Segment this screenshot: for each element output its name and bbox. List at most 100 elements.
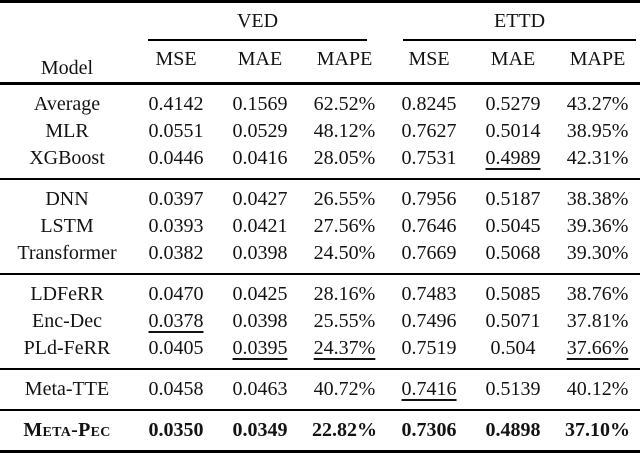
- cell-ved-mae: 0.0416: [232, 147, 288, 169]
- table-row: Meta-Pec 0.0350 0.0349 22.82% 0.7306 0.4…: [0, 410, 640, 452]
- cell-ved-mae: 0.0427: [232, 188, 288, 210]
- cell-ved-mse: 0.0397: [148, 188, 204, 210]
- cell-ved-mae: 0.0421: [232, 215, 288, 237]
- group-label-ved: VED: [148, 10, 368, 41]
- column-group-ettd: ETTD: [387, 2, 640, 41]
- column-header-ettd-mape: MAPE: [569, 48, 626, 70]
- cell-ved-mse: 0.0446: [148, 147, 204, 169]
- cell-ettd-mse: 0.7669: [401, 242, 457, 264]
- cell-ved-mape: 48.12%: [313, 120, 376, 142]
- group-label-ettd: ETTD: [403, 10, 637, 41]
- cell-model: Transformer: [17, 242, 117, 264]
- cell-ved-mape: 22.82%: [312, 419, 377, 441]
- table-row: LSTM 0.0393 0.0421 27.56% 0.7646 0.5045 …: [0, 213, 640, 240]
- table-row: Average 0.4142 0.1569 62.52% 0.8245 0.52…: [0, 84, 640, 119]
- cell-ettd-mse: 0.7416: [401, 378, 457, 400]
- cell-ved-mape: 27.56%: [313, 215, 376, 237]
- cell-ettd-mae: 0.5045: [485, 215, 541, 237]
- cell-model: LSTM: [40, 215, 94, 237]
- cell-ettd-mae: 0.5085: [485, 283, 541, 305]
- cell-model: PLd-FeRR: [23, 337, 111, 359]
- cell-ettd-mae: 0.4989: [485, 147, 541, 169]
- cell-ettd-mae: 0.5187: [485, 188, 541, 210]
- cell-model: Enc-Dec: [32, 310, 102, 332]
- cell-ettd-mape: 37.66%: [566, 337, 629, 359]
- cell-ettd-mape: 38.76%: [566, 283, 629, 305]
- cell-ved-mse: 0.4142: [148, 93, 204, 115]
- cell-ettd-mse: 0.7306: [401, 419, 457, 441]
- cell-ved-mae: 0.0398: [232, 242, 288, 264]
- cell-ved-mape: 40.72%: [313, 378, 376, 400]
- cell-model: MLR: [45, 120, 89, 142]
- group-neural-baselines: DNN 0.0397 0.0427 26.55% 0.7956 0.5187 3…: [0, 179, 640, 274]
- cell-ved-mae: 0.0425: [232, 283, 288, 305]
- cell-ettd-mae: 0.5068: [485, 242, 541, 264]
- cell-ved-mape: 62.52%: [313, 93, 376, 115]
- table-row: MLR 0.0551 0.0529 48.12% 0.7627 0.5014 3…: [0, 118, 640, 145]
- cell-ettd-mape: 39.36%: [566, 215, 629, 237]
- cell-ved-mse: 0.0350: [148, 419, 204, 441]
- cell-model: DNN: [45, 188, 89, 210]
- cell-ettd-mse: 0.7627: [401, 120, 457, 142]
- column-header-ved-mae: MAE: [237, 48, 283, 70]
- group-header-row: Model VED ETTD: [0, 2, 640, 79]
- cell-ved-mae: 0.0349: [232, 419, 288, 441]
- cell-ved-mse: 0.0551: [148, 120, 204, 142]
- table-row: LDFeRR 0.0470 0.0425 28.16% 0.7483 0.508…: [0, 274, 640, 308]
- cell-model: Average: [33, 93, 101, 115]
- column-group-ved: VED: [134, 2, 387, 41]
- cell-ved-mape: 26.55%: [313, 188, 376, 210]
- cell-ved-mse: 0.0470: [148, 283, 204, 305]
- table-row: Meta-TTE 0.0458 0.0463 40.72% 0.7416 0.5…: [0, 369, 640, 410]
- cell-ettd-mse: 0.7519: [401, 337, 457, 359]
- cell-ettd-mse: 0.7483: [401, 283, 457, 305]
- cell-ved-mape: 28.05%: [313, 147, 376, 169]
- cell-ettd-mape: 40.12%: [566, 378, 629, 400]
- cell-ettd-mae: 0.5139: [485, 378, 541, 400]
- cell-ettd-mape: 37.81%: [566, 310, 629, 332]
- cell-ettd-mae: 0.5071: [485, 310, 541, 332]
- cell-model: LDFeRR: [30, 283, 104, 305]
- cell-ved-mape: 24.50%: [313, 242, 376, 264]
- cell-ettd-mape: 37.10%: [565, 419, 631, 441]
- cell-ettd-mae: 0.504: [490, 337, 536, 359]
- cell-ved-mse: 0.0393: [148, 215, 204, 237]
- cell-ved-mse: 0.0458: [148, 378, 204, 400]
- cell-ettd-mse: 0.7531: [401, 147, 457, 169]
- cell-ved-mae: 0.1569: [232, 93, 288, 115]
- column-header-ettd-mse: MSE: [408, 48, 450, 70]
- group-fuel-models: LDFeRR 0.0470 0.0425 28.16% 0.7483 0.508…: [0, 274, 640, 369]
- cell-ettd-mape: 42.31%: [566, 147, 629, 169]
- cell-ettd-mse: 0.8245: [401, 93, 457, 115]
- cell-ved-mse: 0.0382: [148, 242, 204, 264]
- cell-ettd-mape: 43.27%: [566, 93, 629, 115]
- cell-ved-mae: 0.0463: [232, 378, 288, 400]
- column-header-ved-mse: MSE: [155, 48, 197, 70]
- table-row: PLd-FeRR 0.0405 0.0395 24.37% 0.7519 0.5…: [0, 335, 640, 369]
- cell-model: XGBoost: [29, 147, 105, 169]
- cell-ettd-mse: 0.7956: [401, 188, 457, 210]
- table-header: Model VED ETTD MSE MAE MAPE MSE MAE MAPE: [0, 2, 640, 84]
- column-header-ettd-mae: MAE: [490, 48, 536, 70]
- cell-model: Meta-Pec: [23, 419, 111, 441]
- table-row: Transformer 0.0382 0.0398 24.50% 0.7669 …: [0, 240, 640, 274]
- cell-ettd-mape: 39.30%: [566, 242, 629, 264]
- cell-ved-mae: 0.0398: [232, 310, 288, 332]
- cell-ved-mae: 0.0395: [232, 337, 288, 359]
- cell-ved-mape: 24.37%: [313, 337, 376, 359]
- metric-header-row: MSE MAE MAPE MSE MAE MAPE: [0, 41, 640, 84]
- group-baselines-simple: Average 0.4142 0.1569 62.52% 0.8245 0.52…: [0, 83, 640, 180]
- cell-ved-mse: 0.0405: [148, 337, 204, 359]
- cell-ved-mape: 25.55%: [313, 310, 376, 332]
- cell-ved-mae: 0.0529: [232, 120, 288, 142]
- group-proposed-method: Meta-Pec 0.0350 0.0349 22.82% 0.7306 0.4…: [0, 410, 640, 452]
- table-row: Enc-Dec 0.0378 0.0398 25.55% 0.7496 0.50…: [0, 308, 640, 335]
- column-header-model: Model: [40, 57, 94, 79]
- cell-model: Meta-TTE: [24, 378, 110, 400]
- group-meta-baseline: Meta-TTE 0.0458 0.0463 40.72% 0.7416 0.5…: [0, 369, 640, 410]
- table-row: XGBoost 0.0446 0.0416 28.05% 0.7531 0.49…: [0, 145, 640, 179]
- cell-ettd-mse: 0.7646: [401, 215, 457, 237]
- column-header-ved-mape: MAPE: [316, 48, 373, 70]
- cell-ettd-mape: 38.38%: [566, 188, 629, 210]
